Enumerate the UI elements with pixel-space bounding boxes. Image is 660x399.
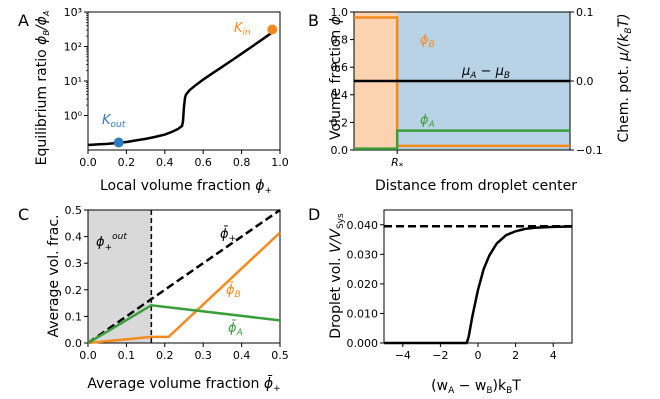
panel-d-ytick-label: 0.030 xyxy=(347,248,379,261)
panel-d-xtick-label: 4 xyxy=(550,349,557,362)
panel-d-letter: D xyxy=(308,205,320,224)
panel-a-xtick-label: 0.6 xyxy=(194,156,212,169)
panel-a: A Equilibrium ratio ϕB/ϕA Local volume f… xyxy=(18,6,289,196)
panel-c-xlabel: Average volume fraction ϕ̄+ xyxy=(87,374,280,394)
panel-c-ylabel: Average vol. frac. xyxy=(46,215,62,338)
panel-b-ytick-right-label: 0.1 xyxy=(576,6,594,19)
panel-a-ytick-label: 10² xyxy=(64,41,82,54)
phibar-plus-label: ϕ̄+ xyxy=(220,227,236,244)
panel-d-ylabel: Droplet vol. V/VSys xyxy=(328,213,346,339)
panel-a-xtick-label: 0.8 xyxy=(233,156,251,169)
panel-d-frame xyxy=(383,209,573,344)
panel-c-series-0 xyxy=(87,208,281,345)
kout-label: Kout xyxy=(102,113,126,130)
panel-a-curve xyxy=(87,28,277,147)
panel-d-xtick-label: 2 xyxy=(512,349,519,362)
panel-c-ytick-label: 0.5 xyxy=(65,204,83,217)
panel-a-xlabel: Local volume fraction ϕ+ xyxy=(100,178,272,196)
panel-a-point-k-out xyxy=(113,137,124,148)
panel-c-letter: C xyxy=(18,205,29,224)
panel-a-letter: A xyxy=(18,11,29,30)
panel-b-ylabel-right: Chem. pot. μ/(kBT) xyxy=(616,13,634,142)
panel-a-ylabel: Equilibrium ratio ϕB/ϕA xyxy=(34,11,51,166)
panel-d-xtick-label: −2 xyxy=(432,349,448,362)
panel-b-ytick-label: 0.8 xyxy=(331,34,349,47)
panel-c-xtick-label: 0.3 xyxy=(194,349,212,362)
phibar-b-label: ϕ̄B xyxy=(226,283,241,300)
panel-d-xtick-label: 0 xyxy=(475,349,482,362)
panel-c-ytick-label: 0.0 xyxy=(65,337,83,350)
mu-label: μA − μB xyxy=(461,64,510,81)
panel-b-ytick-right-label: 0.0 xyxy=(576,75,594,88)
panel-a-xtick-label: 1.0 xyxy=(271,156,289,169)
panel-b-ytick-label: 0.6 xyxy=(331,61,349,74)
panel-c-series-2 xyxy=(87,303,281,345)
panel-a-xtick-label: 0.2 xyxy=(118,156,136,169)
panel-a-ytick-label: 10⁰ xyxy=(64,110,83,123)
panel-a-ytick-label: 10³ xyxy=(64,6,82,19)
panel-b-ytick-label: 0.0 xyxy=(331,144,349,157)
panel-c-xtick-label: 0.2 xyxy=(156,349,174,362)
panel-d: D Droplet vol. V/VSys (wA − wB)kBT −4 −2 0… xyxy=(308,205,573,396)
panel-a-ytick-label: 10¹ xyxy=(64,75,82,88)
svg-text:Equilibrium ratio ϕB/ϕA: Equilibrium ratio ϕB/ϕA xyxy=(34,11,51,166)
panel-b-ytick-label: 0.2 xyxy=(331,116,349,129)
panel-d-ytick-label: 0.000 xyxy=(347,337,379,350)
panel-b-ylabel: Volume fraction ϕ xyxy=(328,16,344,140)
panel-d-xtick-label: −4 xyxy=(395,349,411,362)
panel-d-ytick-label: 0.020 xyxy=(347,278,379,291)
panel-b-letter: B xyxy=(308,11,319,30)
panel-b-ytick-right-label: −0.1 xyxy=(576,144,603,157)
phibar-a-label: ϕ̄A xyxy=(228,321,243,338)
panel-c-ytick-label: 0.1 xyxy=(65,310,83,323)
panel-c-xtick-label: 0.4 xyxy=(233,349,251,362)
panel-c: C Average vol. frac. Average volume frac… xyxy=(18,204,289,394)
panel-b-series-1 xyxy=(354,129,570,150)
panel-a-xtick-label: 0.0 xyxy=(79,156,97,169)
panel-c-series-1 xyxy=(87,231,281,345)
panel-b-xlabel: Distance from droplet center xyxy=(375,178,577,194)
panel-d-xlabel: (wA − wB)kBT xyxy=(431,378,521,396)
panel-a-xtick-label: 0.4 xyxy=(156,156,174,169)
panel-c-xtick-label: 0.1 xyxy=(118,349,136,362)
panel-c-ytick-label: 0.4 xyxy=(65,231,83,244)
panel-d-ytick-label: 0.010 xyxy=(347,307,379,320)
panel-b-ytick-label: 1.0 xyxy=(331,6,349,19)
kin-label: Kin xyxy=(234,21,251,38)
panel-c-ytick-label: 0.2 xyxy=(65,284,83,297)
panel-c-frame xyxy=(87,209,281,344)
panel-b: B Volume fraction ϕ Chem. pot. μ/(kBT) D… xyxy=(308,6,634,194)
panel-d-series-1 xyxy=(384,225,573,345)
panel-c-xtick-label: 0.0 xyxy=(79,349,97,362)
panel-c-xtick-label: 0.5 xyxy=(271,349,289,362)
panel-a-point-k-in xyxy=(267,24,278,35)
panel-c-ytick-label: 0.3 xyxy=(65,257,83,270)
panel-b-xtick-label: R* xyxy=(391,156,404,172)
panel-b-ytick-label: 0.4 xyxy=(331,89,349,102)
panel-d-ytick-label: 0.040 xyxy=(347,219,379,232)
